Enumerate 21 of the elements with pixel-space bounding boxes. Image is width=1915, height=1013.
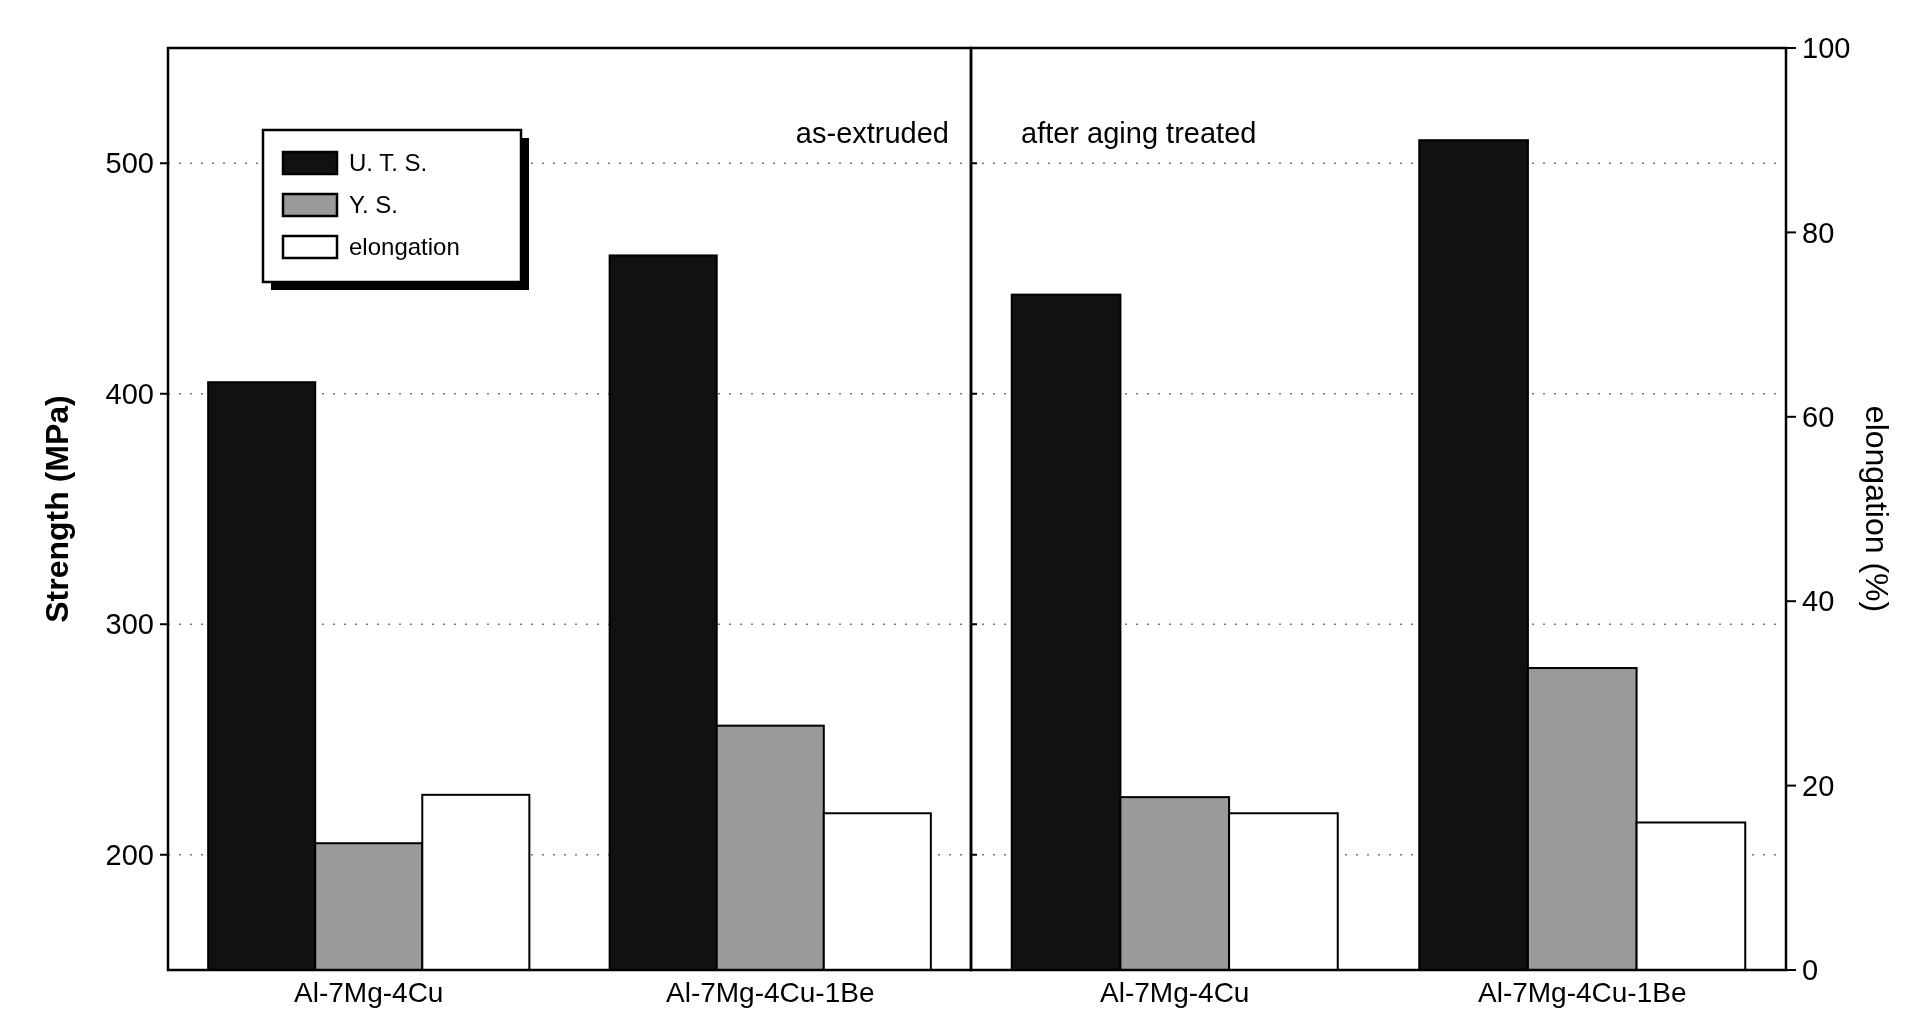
y2-tick-label: 20 (1802, 769, 1835, 802)
legend-label: U. T. S. (349, 149, 428, 177)
annotation: after aging treated (1021, 117, 1257, 149)
y2-tick-label: 40 (1802, 585, 1835, 618)
y2-tick-label: 80 (1802, 216, 1835, 249)
y-tick-label: 400 (105, 377, 154, 410)
y-tick-label: 500 (105, 147, 154, 180)
y2-tick-label: 100 (1802, 32, 1851, 65)
x-tick-label: Al-7Mg-4Cu-1Be (665, 977, 875, 1008)
legend-label: Y. S. (349, 191, 398, 219)
x-tick-label: Al-7Mg-4Cu (1100, 977, 1250, 1008)
y-tick-label: 200 (105, 838, 154, 871)
annotation: as-extruded (795, 117, 949, 149)
y-axis-title: Strength (MPa) (39, 395, 75, 623)
y2-tick-label: 60 (1802, 400, 1835, 433)
x-tick-label: Al-7Mg-4Cu (294, 977, 444, 1008)
y2-tick-label: 0 (1802, 954, 1819, 987)
y2-axis-title: elongation (%) (1859, 405, 1895, 613)
legend-label: elongation (349, 233, 460, 261)
x-tick-label: Al-7Mg-4Cu-1Be (1477, 977, 1687, 1008)
y-tick-label: 300 (105, 608, 154, 641)
